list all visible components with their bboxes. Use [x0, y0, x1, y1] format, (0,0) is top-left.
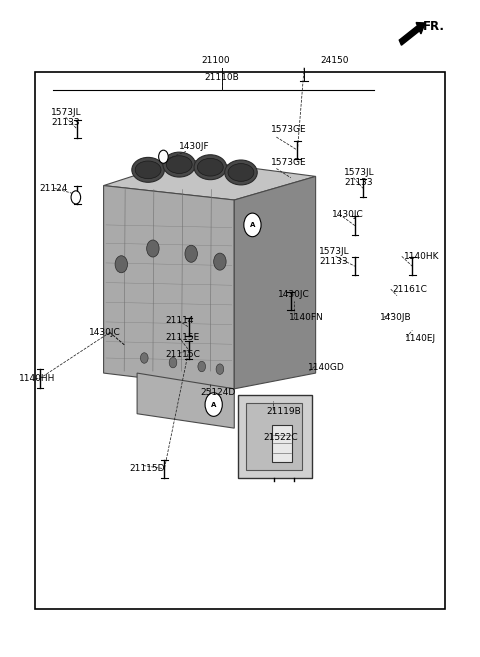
Circle shape	[147, 240, 159, 257]
Circle shape	[185, 245, 197, 262]
Text: 1140HH: 1140HH	[19, 374, 55, 383]
Polygon shape	[234, 176, 316, 389]
Text: FR.: FR.	[423, 20, 445, 34]
Text: 1140FN: 1140FN	[289, 313, 324, 322]
Text: 1140EJ: 1140EJ	[405, 334, 436, 343]
Ellipse shape	[132, 158, 164, 182]
Text: 21522C: 21522C	[264, 433, 298, 442]
Text: 21110B: 21110B	[204, 73, 239, 82]
Circle shape	[115, 256, 128, 273]
Ellipse shape	[194, 155, 227, 179]
Text: A: A	[211, 401, 216, 407]
Text: 1573JL
21133: 1573JL 21133	[319, 246, 349, 266]
Circle shape	[216, 364, 224, 374]
Circle shape	[158, 150, 168, 164]
Text: 1573GE: 1573GE	[271, 125, 307, 135]
Ellipse shape	[197, 158, 223, 176]
Text: 1430JC: 1430JC	[89, 328, 121, 337]
Text: 21119B: 21119B	[266, 407, 301, 416]
Circle shape	[198, 361, 205, 372]
Text: 21124: 21124	[39, 184, 67, 193]
Circle shape	[214, 253, 226, 270]
Text: 1140HK: 1140HK	[404, 252, 439, 261]
Text: 21115D: 21115D	[129, 464, 165, 472]
Text: 21115E: 21115E	[166, 332, 200, 342]
Text: 1573JL
21133: 1573JL 21133	[344, 168, 375, 187]
FancyArrow shape	[399, 22, 425, 45]
Text: 1573GE: 1573GE	[271, 158, 307, 167]
Ellipse shape	[225, 160, 257, 185]
Circle shape	[71, 191, 81, 204]
Text: 1573JL
21133: 1573JL 21133	[51, 108, 82, 127]
Text: A: A	[250, 222, 255, 228]
Circle shape	[244, 213, 261, 237]
Text: 21115C: 21115C	[166, 350, 201, 359]
FancyBboxPatch shape	[272, 425, 292, 462]
Text: 24150: 24150	[320, 56, 348, 65]
Text: 1430JF: 1430JF	[179, 142, 209, 151]
Ellipse shape	[163, 152, 195, 177]
Text: 1140GD: 1140GD	[308, 363, 345, 373]
Text: 1430JC: 1430JC	[332, 210, 364, 219]
Text: 25124D: 25124D	[201, 388, 236, 397]
FancyBboxPatch shape	[238, 396, 312, 478]
Circle shape	[205, 393, 222, 417]
Text: 21161C: 21161C	[392, 284, 427, 294]
Text: 1430JB: 1430JB	[380, 313, 412, 322]
Circle shape	[169, 357, 177, 368]
Ellipse shape	[166, 156, 192, 173]
Text: 21114: 21114	[166, 316, 194, 325]
Text: 21100: 21100	[202, 56, 230, 65]
Polygon shape	[137, 373, 234, 428]
Ellipse shape	[228, 164, 254, 181]
Ellipse shape	[135, 161, 161, 179]
Text: 1430JC: 1430JC	[278, 290, 310, 299]
Polygon shape	[104, 160, 316, 200]
Polygon shape	[104, 185, 234, 389]
FancyBboxPatch shape	[246, 403, 302, 470]
Circle shape	[141, 353, 148, 363]
